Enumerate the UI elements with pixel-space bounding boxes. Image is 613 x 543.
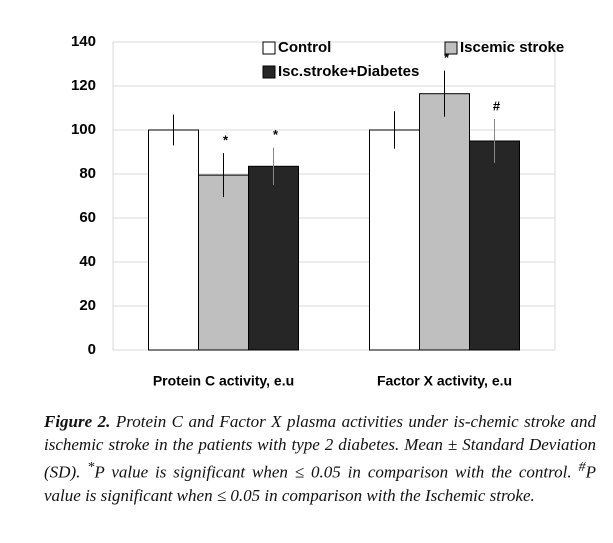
caption-label: Figure 2. (44, 412, 111, 431)
x-tick-label: Protein C activity, e.u (153, 373, 294, 389)
bar (369, 129, 420, 351)
y-tick-label: 140 (71, 33, 96, 50)
significance-marker: * (444, 50, 450, 65)
caption-sup: * (87, 459, 95, 475)
significance-marker: # (493, 98, 501, 113)
bar (148, 129, 199, 351)
legend-label: Iscemic stroke (460, 39, 564, 56)
caption-text: Protein C and Factor X plasma activities… (44, 412, 596, 482)
y-tick-label: 40 (79, 253, 96, 270)
x-tick-label: Factor X activity, e.u (377, 373, 512, 389)
y-tick-label: 60 (79, 209, 96, 226)
caption-text: P value is significant when ≤ 0.05 in co… (94, 462, 579, 482)
bar (469, 140, 520, 351)
legend-swatch (262, 65, 276, 79)
legend-swatch (444, 41, 458, 55)
y-tick-label: 120 (71, 77, 96, 94)
significance-marker: * (273, 127, 279, 142)
caption-text: P value is significant when ≤ 0.05 in co… (44, 462, 596, 505)
y-tick-label: 20 (79, 297, 96, 314)
chart: 0 20 40 60 80 100 120 140 Protein C activity, e.… (71, 33, 564, 389)
caption: Figure 2. Protein C and Factor X plasma … (44, 410, 596, 507)
legend-swatch (262, 41, 276, 55)
bar (248, 165, 299, 351)
bar (419, 93, 470, 351)
bar (198, 174, 249, 351)
caption-sup: # (578, 459, 586, 475)
significance-marker: * (223, 133, 229, 148)
y-tick-label: 100 (71, 121, 96, 138)
y-tick-label: 0 (88, 341, 96, 358)
legend-label: Isc.stroke+Diabetes (278, 63, 419, 80)
legend-label: Control (278, 39, 331, 56)
y-tick-label: 80 (79, 165, 96, 182)
